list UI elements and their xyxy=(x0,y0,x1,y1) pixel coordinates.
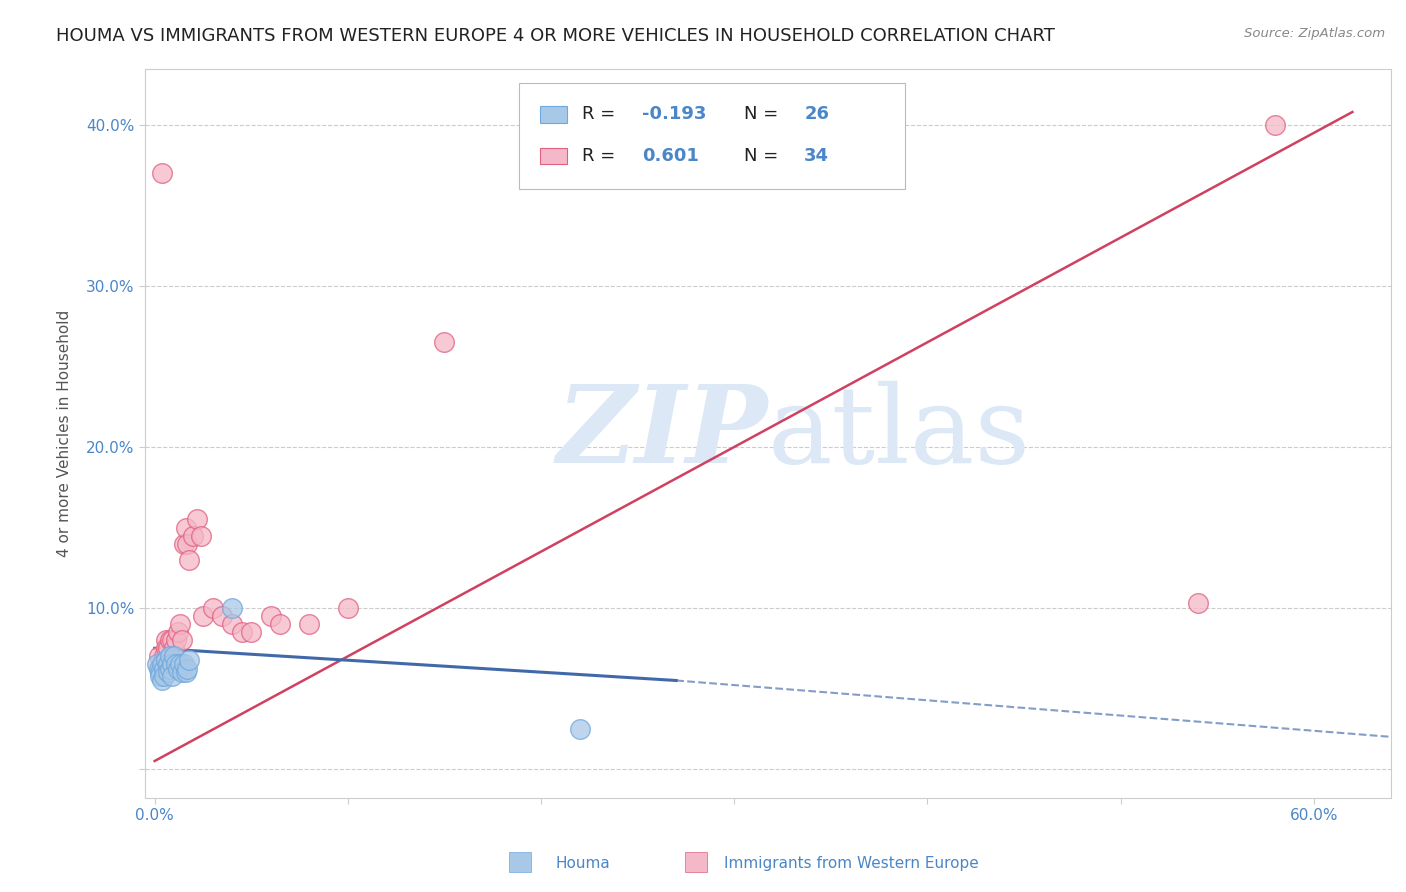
Point xyxy=(155,652,177,666)
Point xyxy=(169,617,191,632)
Point xyxy=(163,641,186,656)
Point xyxy=(157,657,180,672)
Point xyxy=(176,662,198,676)
Point xyxy=(1187,596,1209,610)
Point xyxy=(145,657,167,672)
Text: Houma: Houma xyxy=(555,856,610,871)
FancyBboxPatch shape xyxy=(519,83,905,189)
Point xyxy=(153,662,176,676)
Text: N =: N = xyxy=(744,105,785,123)
Text: ZIP: ZIP xyxy=(557,380,768,486)
Point xyxy=(159,633,181,648)
Point xyxy=(336,601,359,615)
Point xyxy=(150,166,173,180)
Point xyxy=(221,601,243,615)
Point xyxy=(160,668,183,682)
Text: R =: R = xyxy=(582,105,621,123)
Text: N =: N = xyxy=(744,147,785,165)
Point xyxy=(148,649,170,664)
Point xyxy=(149,665,172,680)
Text: 26: 26 xyxy=(804,105,830,123)
Point xyxy=(166,625,188,640)
Y-axis label: 4 or more Vehicles in Household: 4 or more Vehicles in Household xyxy=(58,310,72,557)
Text: Source: ZipAtlas.com: Source: ZipAtlas.com xyxy=(1244,27,1385,40)
Point xyxy=(170,633,193,648)
Text: HOUMA VS IMMIGRANTS FROM WESTERN EUROPE 4 OR MORE VEHICLES IN HOUSEHOLD CORRELAT: HOUMA VS IMMIGRANTS FROM WESTERN EUROPE … xyxy=(56,27,1054,45)
Text: Immigrants from Western Europe: Immigrants from Western Europe xyxy=(724,856,979,871)
Point xyxy=(160,633,183,648)
Point xyxy=(298,617,321,632)
Text: 34: 34 xyxy=(804,147,830,165)
Text: 0.601: 0.601 xyxy=(643,147,699,165)
Point xyxy=(221,617,243,632)
Point xyxy=(155,641,177,656)
Text: -0.193: -0.193 xyxy=(643,105,707,123)
Point xyxy=(231,625,253,640)
Point xyxy=(1264,118,1286,132)
Text: R =: R = xyxy=(582,147,621,165)
Point xyxy=(211,609,233,624)
Point xyxy=(174,520,197,534)
Point xyxy=(160,657,183,672)
FancyBboxPatch shape xyxy=(540,148,568,164)
Point xyxy=(174,665,197,680)
Point xyxy=(201,601,224,615)
Point xyxy=(179,552,201,566)
Point xyxy=(150,657,173,672)
Point xyxy=(190,528,212,542)
Text: atlas: atlas xyxy=(768,381,1031,486)
Point xyxy=(176,536,198,550)
Point xyxy=(179,652,201,666)
Point xyxy=(170,665,193,680)
FancyBboxPatch shape xyxy=(540,106,568,122)
Point xyxy=(148,662,170,676)
Point xyxy=(159,649,181,664)
Point xyxy=(173,536,195,550)
Point xyxy=(269,617,291,632)
Point xyxy=(165,657,187,672)
Point xyxy=(159,662,181,676)
Point xyxy=(149,668,172,682)
Point xyxy=(433,335,456,350)
Point xyxy=(240,625,263,640)
Point xyxy=(186,512,208,526)
Point xyxy=(153,649,176,664)
Point xyxy=(150,673,173,688)
Point xyxy=(157,641,180,656)
Point xyxy=(150,657,173,672)
Point xyxy=(157,665,180,680)
Point xyxy=(163,649,186,664)
Point xyxy=(153,668,176,682)
Point xyxy=(568,722,591,736)
Point xyxy=(165,633,187,648)
Point xyxy=(259,609,281,624)
Point xyxy=(155,633,177,648)
Point xyxy=(166,662,188,676)
Point xyxy=(173,657,195,672)
Point xyxy=(191,609,214,624)
Point xyxy=(181,528,204,542)
Point xyxy=(169,657,191,672)
